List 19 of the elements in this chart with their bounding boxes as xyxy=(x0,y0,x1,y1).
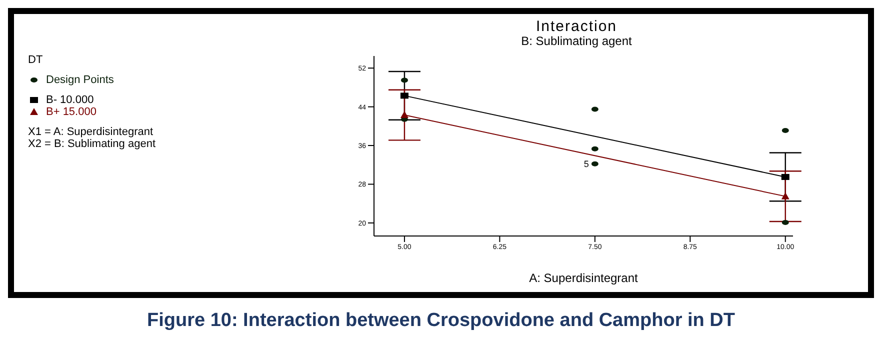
point xyxy=(782,220,789,225)
legend-title: DT xyxy=(28,54,44,66)
caption: Figure 10: Interaction between Crospovidone and Camphor in DT xyxy=(146,310,736,332)
chart-title: Interaction xyxy=(534,18,618,35)
x-axis-title: A: Superdisintegrant xyxy=(529,271,639,285)
chart-subtitle: B: Sublimating agent xyxy=(520,34,633,48)
point xyxy=(591,106,598,112)
point xyxy=(400,78,408,83)
point xyxy=(591,146,598,152)
text: X2 = B: Sublimating agent xyxy=(28,138,156,150)
legend-label: B- 10.000 xyxy=(45,94,95,106)
text: X1 = A: Superdisintegrant xyxy=(28,126,154,138)
annotation: 5 xyxy=(584,159,589,170)
point xyxy=(781,174,790,180)
point xyxy=(591,161,598,166)
legend-label: B+ 15.000 xyxy=(45,106,98,118)
legend-label: Design Points xyxy=(45,74,115,86)
point xyxy=(782,128,789,134)
point xyxy=(400,92,408,99)
